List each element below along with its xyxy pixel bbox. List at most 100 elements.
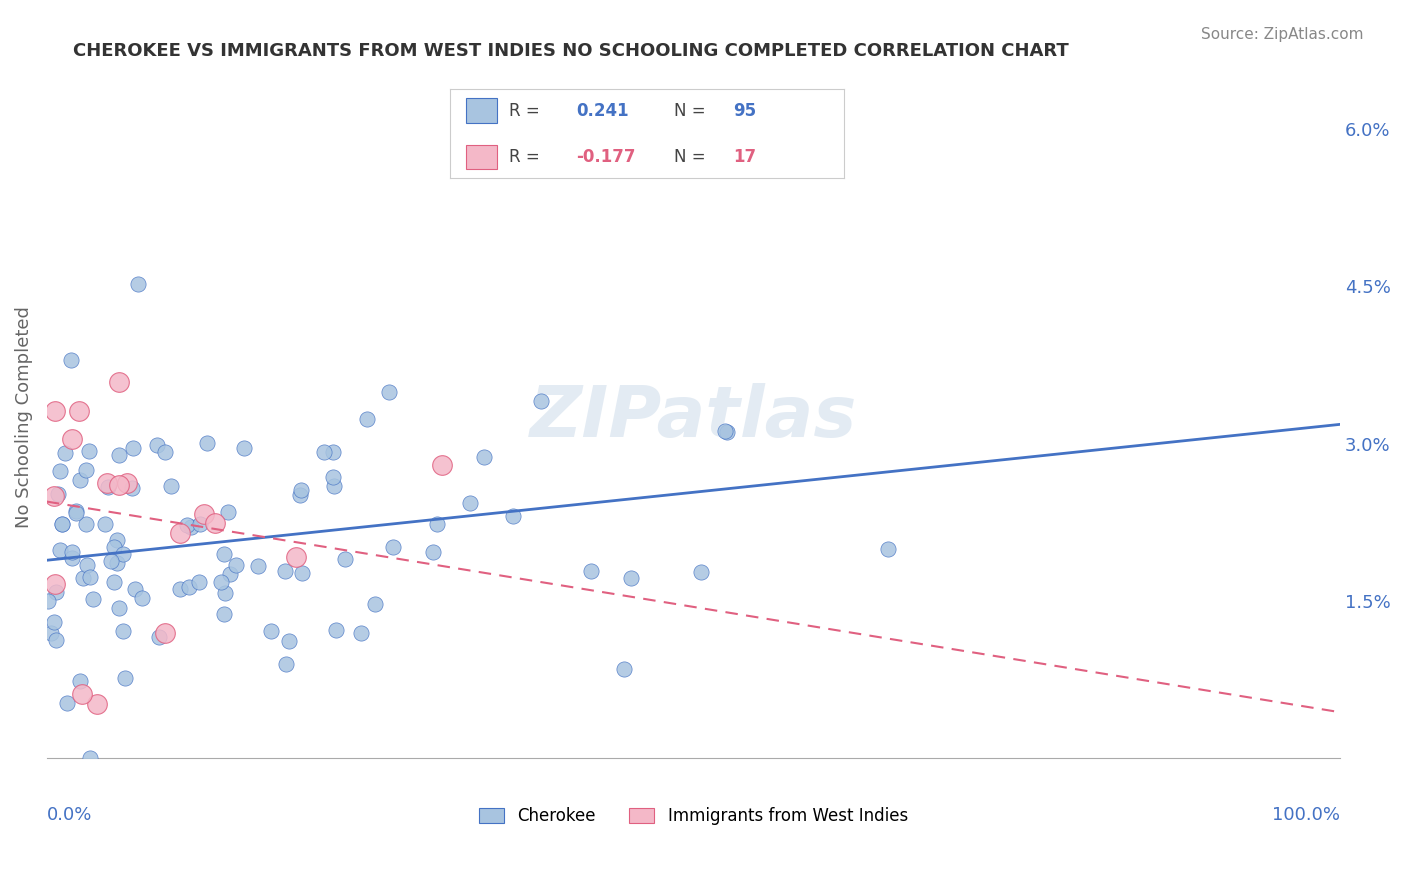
Point (195, 436, 218, 450)
Point (613, 662, 636, 676)
Point (246, 559, 269, 574)
Point (79, 751, 101, 765)
Point (350, 626, 373, 640)
Point (75, 463, 97, 477)
Point (160, 479, 183, 493)
Point (145, 438, 167, 452)
Text: 0.241: 0.241 (576, 102, 628, 120)
Point (356, 411, 378, 425)
Point (180, 520, 202, 534)
Text: Source: ZipAtlas.com: Source: ZipAtlas.com (1201, 27, 1364, 42)
Point (51, 517, 73, 532)
Point (153, 625, 176, 640)
Point (214, 585, 236, 599)
Point (105, 533, 128, 548)
Point (169, 526, 191, 541)
Point (115, 476, 138, 491)
Point (70, 688, 93, 702)
Point (79, 570, 101, 584)
Point (42, 615, 65, 629)
Point (219, 566, 242, 581)
Point (322, 445, 344, 459)
Text: R =: R = (509, 102, 546, 120)
FancyBboxPatch shape (465, 98, 498, 123)
Point (225, 558, 247, 572)
Point (232, 441, 254, 455)
Point (94, 516, 117, 531)
Point (217, 505, 239, 519)
Point (100, 554, 122, 568)
Point (284, 549, 307, 564)
Point (382, 541, 405, 555)
Point (108, 478, 131, 492)
Point (48, 464, 70, 478)
Point (112, 624, 135, 638)
Point (176, 518, 198, 533)
Point (148, 630, 170, 644)
FancyBboxPatch shape (465, 145, 498, 169)
Point (193, 507, 215, 521)
Point (209, 574, 232, 589)
Point (42, 489, 65, 503)
Text: N =: N = (675, 102, 711, 120)
Point (458, 496, 481, 510)
Point (56, 696, 79, 710)
Point (274, 565, 297, 579)
Point (103, 575, 125, 590)
Point (97, 480, 120, 494)
Point (876, 542, 898, 557)
Point (65, 506, 87, 520)
Point (112, 547, 135, 561)
Point (322, 470, 344, 484)
Point (278, 634, 301, 648)
Point (426, 516, 449, 531)
Point (291, 566, 314, 580)
Point (82, 591, 104, 606)
Point (107, 376, 129, 390)
Point (60, 433, 83, 447)
Text: N =: N = (675, 148, 711, 166)
Point (274, 657, 297, 671)
Point (51, 516, 73, 531)
Text: 0.0%: 0.0% (46, 806, 93, 824)
Text: 95: 95 (734, 102, 756, 120)
Point (579, 564, 602, 578)
Point (60, 550, 83, 565)
Y-axis label: No Schooling Completed: No Schooling Completed (15, 307, 32, 528)
Point (335, 552, 357, 566)
Text: -0.177: -0.177 (576, 148, 636, 166)
Point (114, 671, 136, 685)
Point (127, 277, 149, 292)
Point (103, 540, 125, 554)
Point (45, 632, 67, 647)
Point (314, 445, 336, 459)
Point (472, 450, 495, 464)
Point (69, 673, 91, 688)
Point (422, 545, 444, 559)
Point (124, 582, 146, 596)
Point (60, 545, 83, 559)
Point (96, 476, 118, 491)
Point (86, 697, 108, 711)
Point (325, 623, 347, 637)
Point (290, 483, 312, 498)
Point (716, 425, 738, 440)
Legend: Cherokee, Immigrants from West Indies: Cherokee, Immigrants from West Indies (472, 800, 915, 831)
Point (105, 556, 128, 570)
Point (39, 625, 62, 640)
Point (378, 384, 401, 399)
Point (37, 593, 59, 607)
Text: CHEROKEE VS IMMIGRANTS FROM WEST INDIES NO SCHOOLING COMPLETED CORRELATION CHART: CHEROKEE VS IMMIGRANTS FROM WEST INDIES … (73, 42, 1069, 60)
Text: 17: 17 (734, 148, 756, 166)
Point (67, 404, 90, 418)
Point (620, 572, 643, 586)
Point (131, 591, 153, 606)
Point (108, 600, 131, 615)
Point (59, 352, 82, 367)
Point (204, 516, 226, 530)
Point (72, 572, 94, 586)
Point (44, 404, 66, 418)
Point (179, 580, 201, 594)
Point (75, 516, 97, 531)
Point (502, 509, 524, 524)
